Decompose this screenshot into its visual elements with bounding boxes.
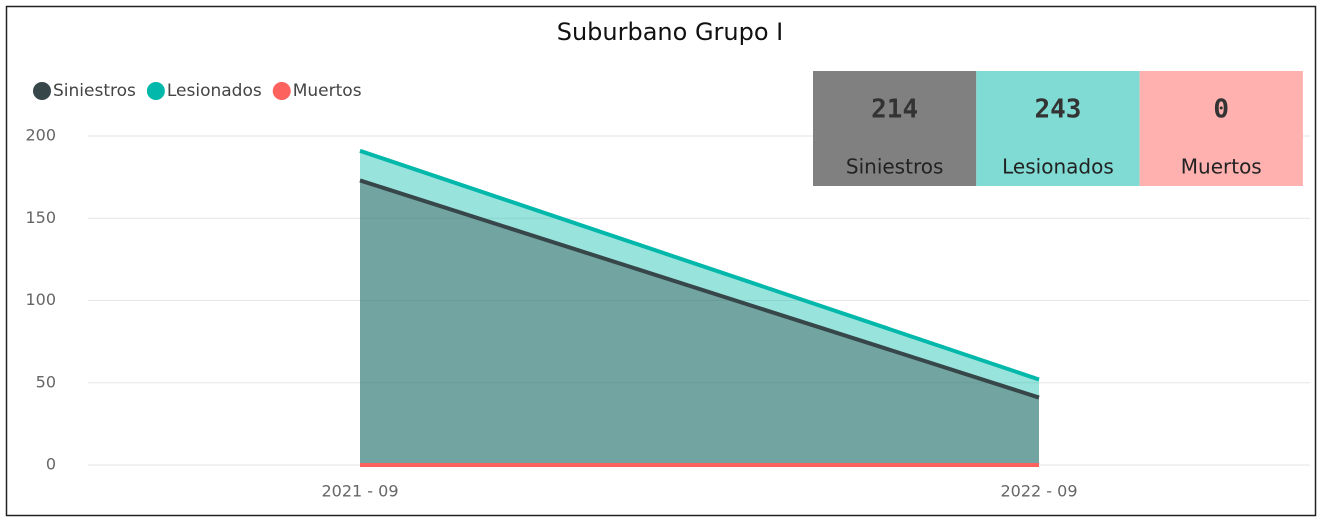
kpi-label: Siniestros xyxy=(846,155,944,179)
y-tick-label: 150 xyxy=(25,208,56,227)
legend-label: Muertos xyxy=(293,81,362,101)
line xyxy=(359,178,1040,400)
area xyxy=(360,150,1039,465)
y-tick-label: 100 xyxy=(25,290,56,309)
legend-marker xyxy=(146,82,165,100)
kpi-value: 243 xyxy=(1034,95,1081,125)
y-tick-label: 50 xyxy=(36,372,56,391)
kpi-card xyxy=(1139,71,1303,186)
chart-title: Suburbano Grupo I xyxy=(557,18,784,46)
kpi-value: 214 xyxy=(871,95,918,125)
x-tick-label: 2022 - 09 xyxy=(1000,482,1077,501)
x-tick-label: 2021 - 09 xyxy=(321,482,398,501)
kpi-label: Muertos xyxy=(1181,155,1262,179)
legend-marker xyxy=(33,82,51,100)
kpi-card xyxy=(813,71,977,186)
line xyxy=(359,148,1040,382)
y-tick-label: 0 xyxy=(46,455,56,474)
legend-label: Siniestros xyxy=(53,81,136,101)
kpi-value: 0 xyxy=(1213,95,1229,125)
legend-marker xyxy=(272,82,291,100)
area xyxy=(360,180,1039,466)
legend-label: Lesionados xyxy=(167,81,262,101)
kpi-label: Lesionados xyxy=(1002,155,1114,179)
kpi-card xyxy=(976,71,1140,186)
y-tick-label: 200 xyxy=(25,126,56,145)
